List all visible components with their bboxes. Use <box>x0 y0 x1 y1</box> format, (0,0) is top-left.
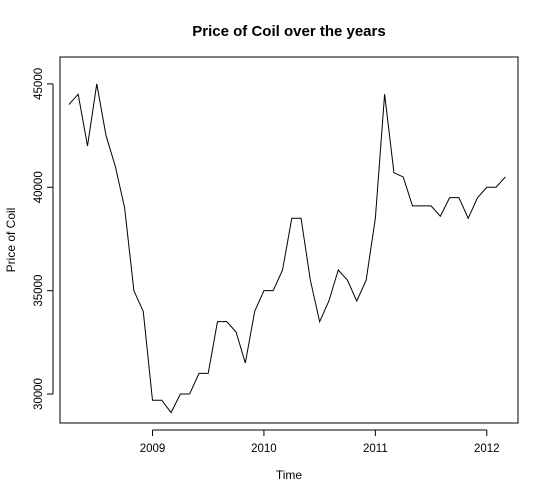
x-axis: 2009 2010 2011 2012 <box>140 429 500 455</box>
x-tick-label: 2009 <box>140 443 166 455</box>
plot-frame <box>59 56 519 424</box>
y-axis: 30000 35000 40000 45000 <box>33 68 54 410</box>
series-layer <box>68 83 506 414</box>
x-tick-label: 2010 <box>251 443 277 455</box>
y-tick-label: 30000 <box>33 378 45 410</box>
x-tick-label: 2012 <box>474 443 500 455</box>
y-tick-label: 35000 <box>33 275 45 307</box>
x-axis-label: Time <box>276 468 303 482</box>
y-tick-label: 40000 <box>33 171 45 203</box>
y-axis-label: Price of Coil <box>4 208 18 273</box>
series-line-0 <box>68 83 506 414</box>
y-tick-label: 45000 <box>33 68 45 100</box>
x-tick-label: 2011 <box>363 443 388 455</box>
chart-title: Price of Coil over the years <box>192 23 385 40</box>
